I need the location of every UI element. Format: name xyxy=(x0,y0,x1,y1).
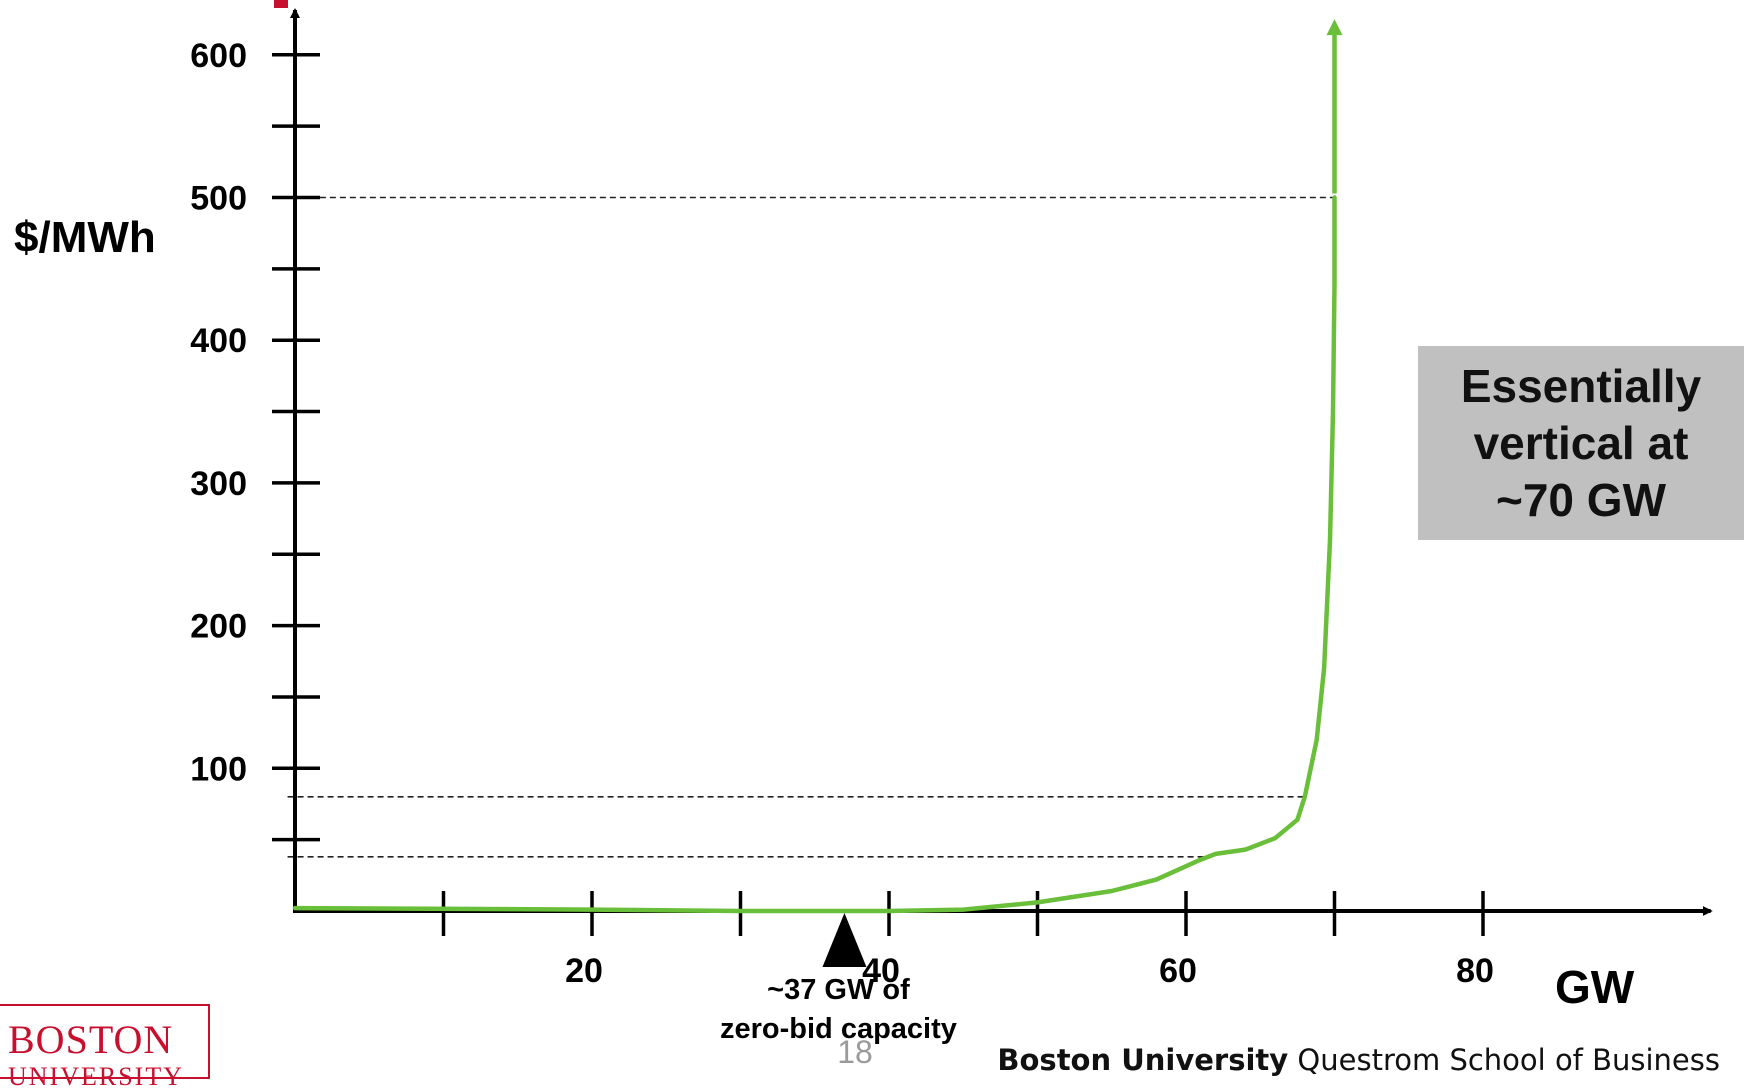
y-tick-label-100: 100 xyxy=(190,750,247,788)
y-tick-label-200: 200 xyxy=(190,608,247,646)
footer-school: Questrom School of Business xyxy=(1288,1043,1720,1077)
slide-number: 18 xyxy=(820,1034,890,1071)
y-tick-label-300: 300 xyxy=(190,465,247,503)
zero-bid-marker xyxy=(822,913,866,967)
x-tick-label-60: 60 xyxy=(1159,952,1197,990)
y-tick-label-600: 600 xyxy=(190,37,247,75)
x-tick-label-80: 80 xyxy=(1456,952,1494,990)
curve-arrow-head xyxy=(1327,19,1343,35)
marker-label-line-1: ~37 GW of xyxy=(767,974,910,1006)
y-tick-label-400: 400 xyxy=(190,322,247,360)
vertical-note-text: Essentially vertical at ~70 GW xyxy=(1461,358,1701,529)
boston-university-logo: BOSTON UNIVERSITY xyxy=(0,1004,210,1079)
logo-line-1: BOSTON xyxy=(8,1016,173,1063)
vertical-note-callout: Essentially vertical at ~70 GW xyxy=(1418,346,1744,540)
x-tick-label-20: 20 xyxy=(565,952,603,990)
supply-curve-line xyxy=(295,198,1335,912)
y-axis-label: $/MWh xyxy=(14,213,156,262)
footer-university: Boston University xyxy=(997,1043,1288,1077)
logo-line-2: UNIVERSITY xyxy=(8,1062,184,1092)
y-tick-label-500: 500 xyxy=(190,180,247,218)
x-axis-label: GW xyxy=(1555,961,1635,1013)
footer-school-name: Boston University Questrom School of Bus… xyxy=(997,1043,1720,1077)
